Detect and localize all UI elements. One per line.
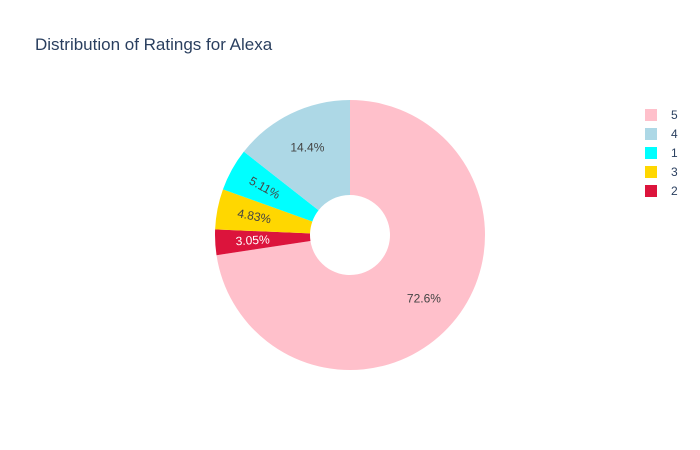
legend-swatch-5 <box>645 109 657 121</box>
legend-swatch-2 <box>645 185 657 197</box>
legend-swatch-4 <box>645 128 657 140</box>
legend-label-4: 4 <box>671 127 678 141</box>
legend-item-4[interactable]: 4 <box>645 127 678 141</box>
legend-label-1: 1 <box>671 146 678 160</box>
legend-item-5[interactable]: 5 <box>645 108 678 122</box>
donut-slices <box>214 100 486 370</box>
legend-label-5: 5 <box>671 108 678 122</box>
legend-label-3: 3 <box>671 165 678 179</box>
legend-item-1[interactable]: 1 <box>645 146 678 160</box>
legend-swatch-1 <box>645 147 657 159</box>
legend-item-2[interactable]: 2 <box>645 184 678 198</box>
chart-title: Distribution of Ratings for Alexa <box>35 35 273 54</box>
legend-item-3[interactable]: 3 <box>645 165 678 179</box>
legend-label-2: 2 <box>671 184 678 198</box>
slice-rating-4[interactable] <box>243 100 350 211</box>
slice-label-rating-5: 72.6% <box>407 292 441 306</box>
slice-label-rating-2: 3.05% <box>235 232 270 248</box>
legend: 5 4 1 3 2 <box>645 108 678 198</box>
slice-label-rating-3: 4.83% <box>236 206 272 226</box>
slice-rating-1[interactable] <box>222 151 319 222</box>
slice-rating-5[interactable] <box>216 100 486 370</box>
slice-rating-3[interactable] <box>215 189 313 234</box>
slice-rating-2[interactable] <box>214 229 311 256</box>
slice-label-rating-4: 14.4% <box>290 140 324 154</box>
legend-swatch-3 <box>645 166 657 178</box>
